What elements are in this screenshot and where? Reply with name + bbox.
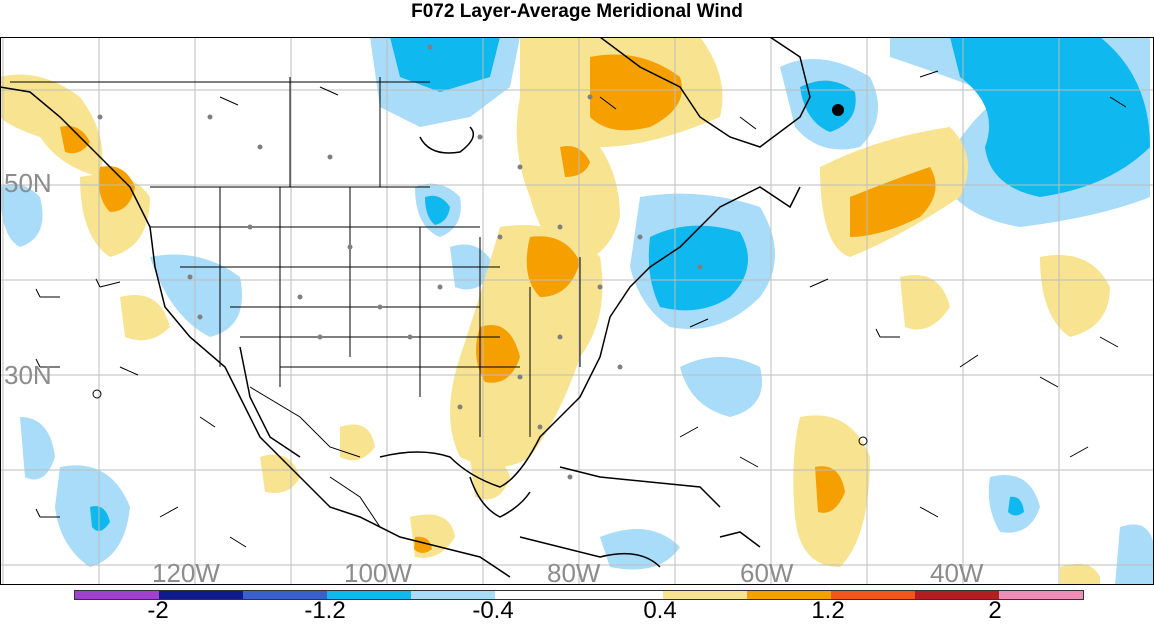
colorbar-segment [831, 591, 915, 599]
strong-positive-wind-regions [60, 54, 936, 553]
colorbar-label: -2 [147, 597, 169, 624]
map-title: F072 Layer-Average Meridional Wind [411, 1, 743, 22]
small-circle-marker-2 [92, 389, 102, 399]
colorbar-label: 0.4 [643, 597, 677, 624]
colorbar-segment [411, 591, 495, 599]
lon-label-100w: 100W [344, 558, 412, 588]
colorbar-segment [243, 591, 327, 599]
station-dots [97, 44, 703, 480]
colorbar [74, 590, 1084, 600]
colorbar-segment [999, 591, 1083, 599]
lon-label-120w: 120W [152, 558, 220, 588]
lat-lon-grid [0, 37, 1154, 585]
colorbar-segment [915, 591, 999, 599]
lat-label-30n: 30N [4, 360, 52, 390]
state-boundaries [10, 77, 581, 528]
location-marker [832, 104, 844, 116]
colorbar-segment [579, 591, 663, 599]
small-circle-marker [858, 436, 868, 446]
lon-label-40w: 40W [930, 558, 984, 588]
coastlines [0, 37, 811, 578]
colorbar-segment [495, 591, 579, 599]
wind-barbs [35, 70, 1127, 548]
strong-negative-wind-regions [90, 37, 1150, 531]
colorbar-segment [747, 591, 831, 599]
colorbar-label: 1.2 [811, 597, 845, 624]
colorbar-segment [159, 591, 243, 599]
colorbar-segment [327, 591, 411, 599]
colorbar-label: -1.2 [304, 597, 346, 624]
colorbar-segment [663, 591, 747, 599]
lat-label-50n: 50N [4, 168, 52, 198]
colorbar-label: -0.4 [472, 597, 514, 624]
lon-label-80w: 80W [547, 558, 601, 588]
colorbar-segment [75, 591, 159, 599]
wind-map [0, 37, 1154, 585]
lon-label-60w: 60W [740, 558, 794, 588]
colorbar-label: 2 [988, 597, 1002, 624]
